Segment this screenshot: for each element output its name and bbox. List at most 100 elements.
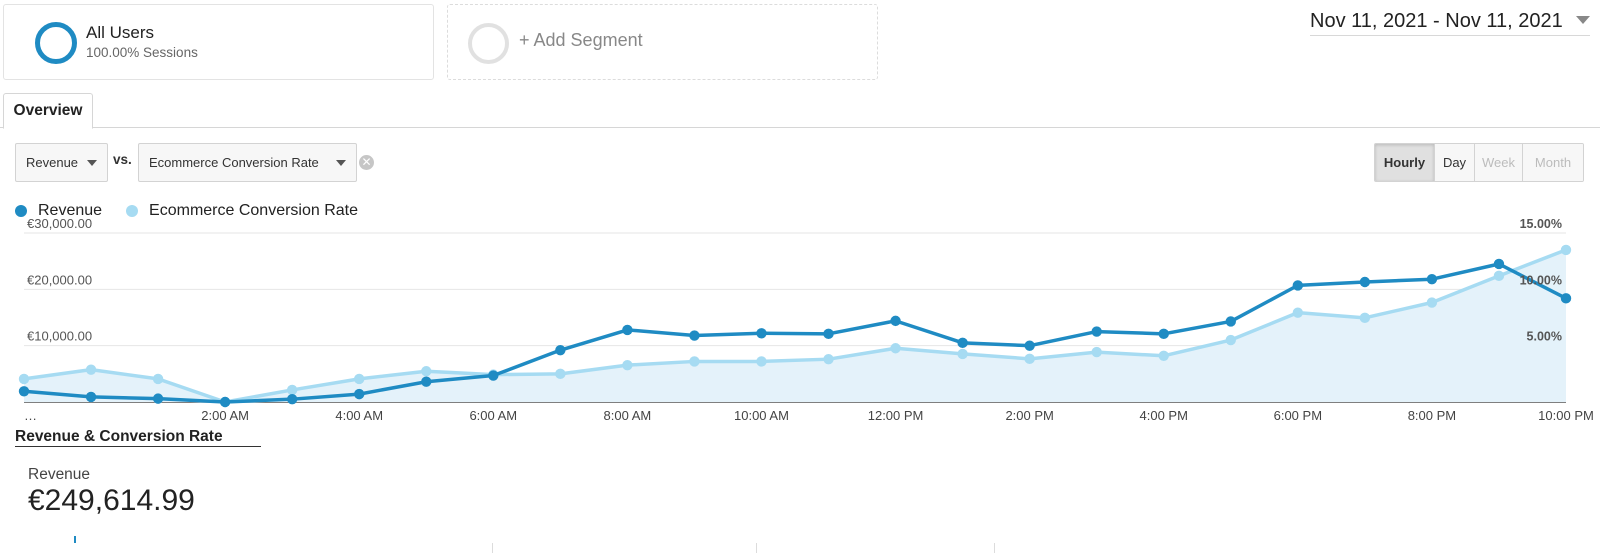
- revenue-point: [18, 386, 30, 397]
- section-title: Revenue & Conversion Rate: [15, 428, 223, 445]
- revenue-point: [85, 391, 97, 403]
- x-tick-label: 2:00 PM: [1005, 408, 1053, 423]
- conversion-point: [890, 343, 901, 354]
- tab-overview[interactable]: Overview: [3, 93, 93, 129]
- conversion-point: [823, 353, 834, 365]
- revenue-point: [219, 396, 231, 408]
- chevron-down-icon: [1576, 16, 1590, 24]
- section-underline: [15, 446, 261, 447]
- x-tick-label: 2:00 AM: [201, 408, 249, 423]
- revenue-point: [1560, 293, 1572, 304]
- conversion-point: [421, 366, 432, 377]
- revenue-line: [23, 262, 1567, 404]
- revenue-point: [1292, 280, 1304, 291]
- revenue-point: [1091, 326, 1102, 337]
- x-tick-label: 8:00 PM: [1408, 408, 1456, 423]
- conversion-point: [286, 384, 298, 396]
- legend-dot-icon: [126, 205, 139, 217]
- hourly-button[interactable]: Hourly: [1375, 144, 1435, 181]
- segment-ring-icon: [35, 22, 77, 64]
- tab-strip-divider: [0, 127, 1600, 128]
- close-circle-icon[interactable]: ✕: [359, 155, 374, 170]
- primary-metric-dropdown[interactable]: Revenue: [15, 143, 108, 182]
- y-right-tick-label: 5.00%: [1527, 330, 1562, 344]
- sparkline: [74, 536, 76, 543]
- secondary-metric-label: Ecommerce Conversion Rate: [149, 155, 319, 170]
- revenue-point: [1024, 340, 1035, 351]
- revenue-point: [488, 370, 499, 381]
- chevron-down-icon: [87, 160, 97, 166]
- chevron-down-icon: [336, 160, 346, 166]
- x-tick-label: 6:00 PM: [1274, 408, 1322, 423]
- revenue-point: [890, 315, 901, 327]
- conversion-point: [1158, 350, 1169, 362]
- line-chart: €10,000.00 €20,000.00 €30,000.00 5.00% 10.00…: [18, 216, 1594, 423]
- x-tick-label: 4:00 AM: [335, 408, 383, 423]
- revenue-point: [689, 330, 700, 341]
- date-range-text: Nov 11, 2021 - Nov 11, 2021: [1310, 10, 1563, 32]
- legend-item-conversion[interactable]: Ecommerce Conversion Rate: [126, 202, 358, 220]
- x-tick-label: 12:00 PM: [868, 408, 924, 423]
- week-button: Week: [1475, 144, 1523, 181]
- revenue-point: [1225, 316, 1236, 327]
- conversion-point: [18, 373, 30, 385]
- y-left-tick-label: €20,000.00: [27, 272, 92, 287]
- revenue-point: [1493, 258, 1505, 270]
- x-tick-label: …: [24, 408, 37, 423]
- column-divider: [756, 543, 757, 553]
- conversion-point: [756, 356, 767, 367]
- revenue-point: [421, 376, 432, 387]
- add-segment-button[interactable]: + Add Segment: [447, 4, 878, 80]
- revenue-point: [756, 328, 767, 339]
- revenue-point: [1158, 328, 1169, 340]
- conversion-line: [23, 248, 1567, 404]
- segment-subtitle: 100.00% Sessions: [86, 45, 198, 60]
- empty-segment-ring-icon: [468, 23, 509, 64]
- conversion-point: [354, 373, 365, 385]
- date-range-picker[interactable]: Nov 11, 2021 - Nov 11, 2021: [1310, 8, 1590, 36]
- conversion-point: [1225, 334, 1236, 346]
- revenue-point: [286, 393, 298, 405]
- conversion-point: [1560, 244, 1572, 256]
- segment-name: All Users: [86, 23, 155, 42]
- legend-item-revenue[interactable]: Revenue: [15, 202, 102, 220]
- secondary-metric-dropdown[interactable]: Ecommerce Conversion Rate: [138, 143, 357, 182]
- column-divider: [492, 543, 493, 553]
- legend-dot-icon: [15, 205, 27, 217]
- y-right-tick-label: 10.00%: [1520, 273, 1562, 287]
- conversion-point: [555, 368, 566, 380]
- column-divider: [994, 543, 995, 553]
- conversion-point: [85, 364, 97, 375]
- day-button[interactable]: Day: [1435, 144, 1475, 181]
- revenue-point: [622, 324, 633, 336]
- revenue-point: [1359, 276, 1371, 288]
- metric-value: €249,614.99: [28, 484, 195, 517]
- x-tick-label: 6:00 AM: [469, 408, 517, 423]
- chart-legend: Revenue Ecommerce Conversion Rate: [15, 202, 382, 220]
- conversion-point: [152, 373, 164, 385]
- conversion-point: [622, 359, 633, 371]
- metric-label: Revenue: [28, 466, 91, 483]
- y-right-tick-label: 15.00%: [1520, 217, 1562, 231]
- conversion-point: [1359, 312, 1371, 324]
- x-tick-label: 8:00 AM: [604, 408, 652, 423]
- legend-label-revenue: Revenue: [38, 202, 103, 219]
- conversion-point: [1091, 346, 1102, 358]
- conversion-point: [689, 356, 700, 367]
- x-tick-label: 4:00 PM: [1140, 408, 1188, 423]
- conversion-area: [24, 249, 1566, 402]
- revenue-point: [152, 393, 164, 404]
- revenue-point: [555, 344, 566, 356]
- vs-label: vs.: [113, 152, 132, 167]
- legend-label-conversion: Ecommerce Conversion Rate: [149, 202, 359, 219]
- conversion-point: [1292, 307, 1304, 318]
- revenue-point: [354, 388, 365, 400]
- segment-all-users[interactable]: All Users 100.00% Sessions: [3, 4, 434, 80]
- revenue-point: [957, 337, 968, 349]
- x-tick-label: 10:00 AM: [734, 408, 789, 423]
- y-left-tick-label: €30,000.00: [27, 216, 92, 231]
- month-button: Month: [1523, 144, 1583, 181]
- conversion-point: [1426, 297, 1438, 308]
- revenue-point: [1426, 273, 1438, 285]
- conversion-point: [957, 348, 968, 360]
